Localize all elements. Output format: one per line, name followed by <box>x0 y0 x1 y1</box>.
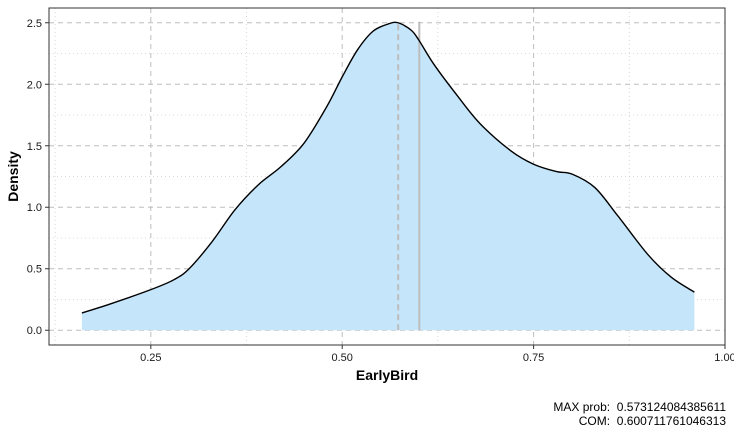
y-tick-label: 1.0 <box>27 202 42 214</box>
y-tick-label: 1.5 <box>27 141 42 153</box>
x-tick-label: 0.25 <box>140 352 161 364</box>
max-prob-caption: MAX prob: 0.573124084385611 <box>553 400 726 414</box>
x-tick-label: 0.75 <box>523 352 544 364</box>
x-tick-label: 0.50 <box>332 352 353 364</box>
y-tick-label: 2.0 <box>27 79 42 91</box>
density-fill <box>81 22 695 331</box>
axis-ticks: 0.25 0.50 0.75 1.00 0.0 0.5 1.0 1.5 2.0 2.5 <box>27 18 734 364</box>
y-axis-title: Density <box>5 151 21 202</box>
reference-lines <box>81 21 695 331</box>
density-curve <box>81 21 695 314</box>
x-axis-title: EarlyBird <box>356 367 418 383</box>
y-tick-label: 0.0 <box>27 325 42 337</box>
plot-panel-border <box>48 7 726 346</box>
x-tick-label: 1.00 <box>714 352 734 364</box>
density-area-layer <box>81 22 695 331</box>
com-caption: COM: 0.600711761046313 <box>578 414 726 428</box>
y-tick-label: 2.5 <box>27 18 42 30</box>
y-tick-label: 0.5 <box>27 264 42 276</box>
